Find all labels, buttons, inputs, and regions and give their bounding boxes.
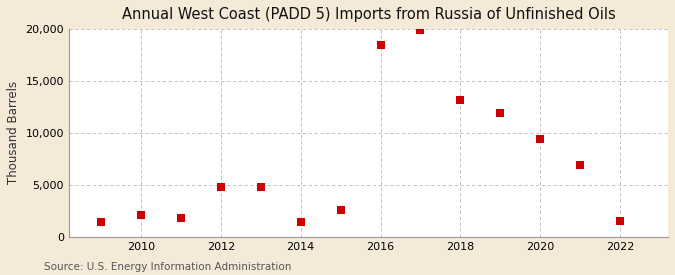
- Point: [495, 111, 506, 115]
- Point: [215, 185, 226, 189]
- Point: [455, 98, 466, 103]
- Point: [176, 216, 186, 220]
- Text: Source: U.S. Energy Information Administration: Source: U.S. Energy Information Administ…: [44, 262, 291, 272]
- Y-axis label: Thousand Barrels: Thousand Barrels: [7, 81, 20, 184]
- Point: [535, 137, 545, 141]
- Point: [136, 213, 146, 217]
- Point: [615, 219, 626, 223]
- Point: [415, 28, 426, 32]
- Point: [96, 220, 107, 224]
- Title: Annual West Coast (PADD 5) Imports from Russia of Unfinished Oils: Annual West Coast (PADD 5) Imports from …: [122, 7, 616, 22]
- Point: [255, 185, 266, 189]
- Point: [375, 43, 386, 48]
- Point: [575, 163, 586, 167]
- Point: [295, 220, 306, 224]
- Point: [335, 207, 346, 212]
